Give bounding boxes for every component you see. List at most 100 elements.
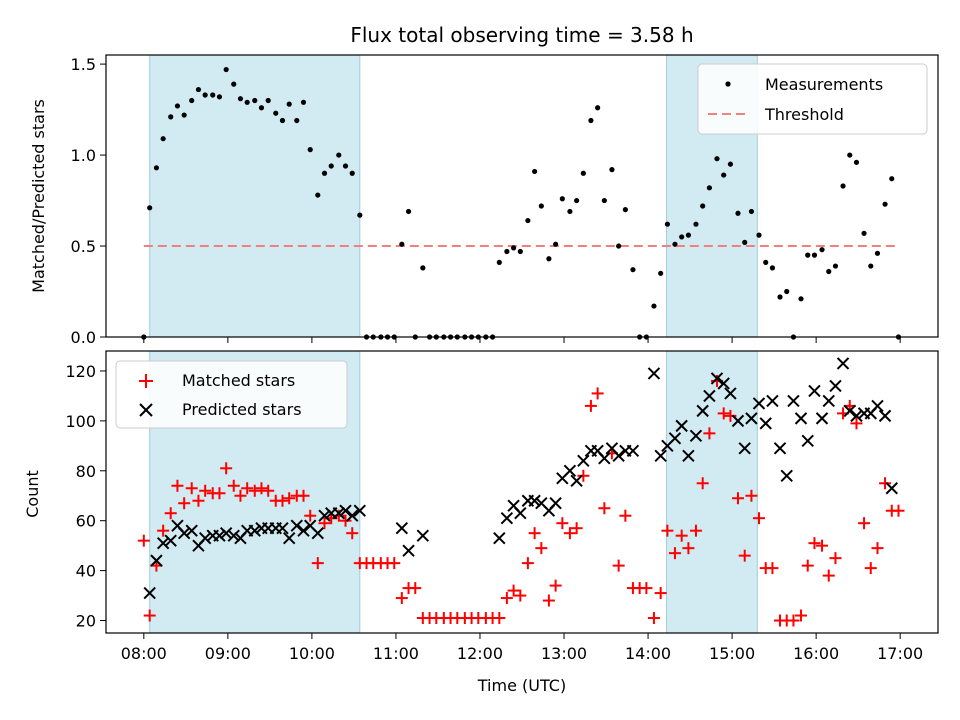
matched-star-point [858,517,871,530]
measurement-point [496,259,502,266]
measurement-point [601,197,607,204]
measurement-point [279,117,286,124]
bottom-panel: 20 40 60 80 100 120 08:00 09:00 10:00 11:00 12:00… [23,350,939,695]
measurement-point [630,267,636,273]
matched-star-point [689,524,702,537]
predicted-star-point [353,504,367,517]
top-legend-box [697,63,928,135]
measurement-point [517,248,523,255]
matched-star-point [745,489,758,502]
measurement-point [693,221,699,227]
matched-star-point [892,504,905,517]
measurement-point [237,96,244,102]
predicted-star-point [689,429,703,443]
matched-star-point [556,517,569,530]
bottom-y-axis-label: Count [23,470,42,518]
measurement-point [294,117,300,124]
matched-star-point [864,562,877,575]
top-y-tick-label: 0.0 [71,328,96,347]
matched-star-point [185,482,198,495]
predicted-star-point [843,404,856,418]
predicted-star-point [143,586,156,600]
predicted-star-point [766,394,779,408]
bottom-y-axis: 20 40 60 80 100 120 [65,362,106,631]
measurement-point [315,192,321,198]
top-shaded-region [149,54,361,338]
matched-star-point [500,592,513,605]
matched-star-point [577,469,590,482]
legend-threshold-label: Threshold [764,105,844,124]
measurement-point [574,197,580,204]
predicted-star-point [500,511,514,525]
predicted-star-point [227,529,240,542]
predicted-star-point [528,494,541,507]
bottom-x-tick-label: 10:00 [289,644,335,663]
measurement-point [748,208,755,215]
predicted-star-point [549,497,562,510]
matched-star-point [724,409,737,422]
measurement-point [811,252,818,258]
matched-star-point [879,477,892,490]
matched-star-point [542,594,555,607]
matched-star-point [661,524,674,537]
matched-star-point [276,494,289,507]
measurement-point [868,263,874,269]
predicted-star-point [682,449,695,463]
predicted-star-point [213,529,226,542]
predicted-star-point [248,524,261,537]
measurement-point [832,263,839,269]
predicted-star-point [563,464,577,477]
top-y-tick-label: 0.5 [71,237,96,256]
matched-star-point [675,529,688,542]
matched-star-point [311,557,324,570]
predicted-star-point [696,404,709,418]
measurement-point [798,296,804,302]
measurement-point [622,207,628,213]
measurement-point [153,165,160,171]
measurement-point [231,81,237,87]
predicted-star-point [815,412,829,425]
measurement-point [735,210,741,216]
matched-star-point [262,484,275,497]
measurement-point [147,205,153,211]
matched-star-point [591,387,604,400]
matched-star-point [816,539,829,552]
measurement-point [700,203,706,209]
matched-star-point [766,562,779,575]
matched-star-point [346,527,359,540]
matched-star-point [549,579,562,592]
predicted-star-point [297,524,310,537]
matched-star-point [192,494,205,507]
predicted-star-point [493,531,506,545]
matched-star-point [220,462,233,475]
matched-star-point [318,517,331,530]
measurement-point [202,92,208,98]
measurement-point [756,232,762,238]
matched-star-point [787,614,800,627]
measurement-point [510,245,517,251]
predicted-star-point [871,399,884,413]
matched-star-point [213,487,226,500]
matched-star-point [647,612,660,625]
chart-title: Flux total observing time = 3.58 h [350,23,693,47]
matched-star-point [822,569,835,582]
predicted-star-point [724,387,737,400]
measurement-point [784,288,790,295]
matched-star-point [584,399,597,412]
matched-star-point [619,509,632,522]
bottom-x-tick-label: 15:00 [709,644,755,663]
matched-star-point [178,497,191,510]
measurement-point [664,221,670,227]
predicted-star-point [598,452,611,465]
predicted-star-point [794,412,808,425]
bottom-x-tick-label: 14:00 [625,644,671,663]
predicted-star-point [752,397,766,410]
measurement-point [349,170,355,176]
measurement-point [342,163,349,169]
measurement-point [300,99,307,105]
matched-star-point [668,547,681,560]
bottom-x-tick-label: 11:00 [373,644,419,663]
predicted-star-point [577,454,590,468]
predicted-star-point [808,384,821,398]
